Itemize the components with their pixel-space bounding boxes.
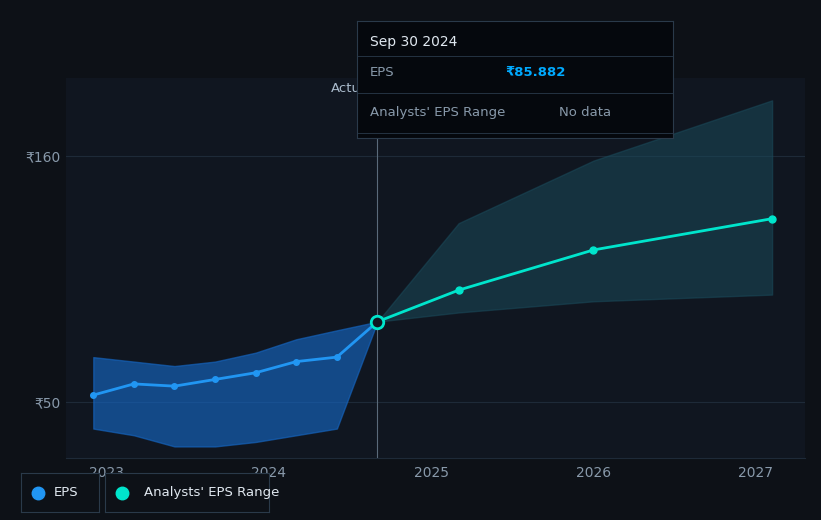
- Text: EPS: EPS: [53, 486, 78, 499]
- Text: Analysts Forecasts: Analysts Forecasts: [386, 83, 509, 96]
- Text: EPS: EPS: [369, 66, 394, 79]
- Text: ₹85.882: ₹85.882: [506, 66, 566, 79]
- Text: No data: No data: [559, 106, 612, 119]
- Text: Analysts' EPS Range: Analysts' EPS Range: [369, 106, 505, 119]
- Text: Actual: Actual: [331, 83, 373, 96]
- Text: Sep 30 2024: Sep 30 2024: [369, 35, 457, 49]
- Text: Analysts' EPS Range: Analysts' EPS Range: [144, 486, 280, 499]
